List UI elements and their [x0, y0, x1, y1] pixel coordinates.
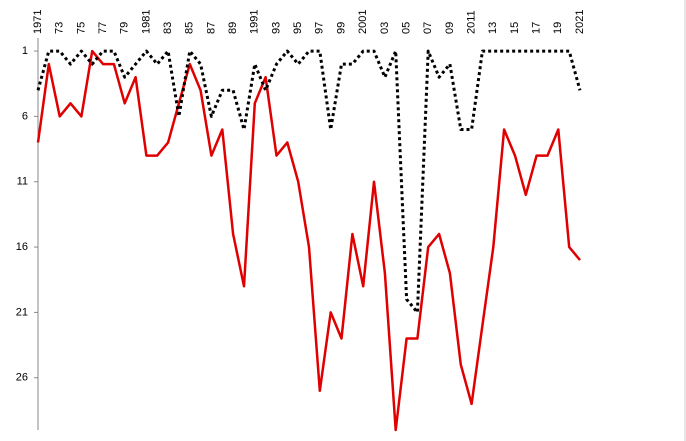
y-tick-label: 1	[22, 45, 28, 57]
x-tick-label: 2021	[574, 10, 586, 34]
x-tick-label: 19	[552, 22, 564, 34]
y-tick-label: 11	[17, 176, 28, 188]
x-tick-label: 89	[227, 22, 239, 34]
x-tick-label: 15	[509, 22, 521, 34]
series-line	[36, 49, 581, 432]
x-tick-label: 87	[205, 22, 217, 34]
x-tick-label: 05	[400, 22, 412, 34]
x-tick-label: 09	[444, 22, 456, 34]
y-tick-label: 16	[16, 241, 28, 253]
x-tick-label: 85	[184, 22, 196, 34]
y-tick-label: 21	[16, 306, 28, 318]
x-tick-label: 1971	[32, 10, 44, 34]
x-tick-label: 95	[292, 22, 304, 34]
x-tick-label: 93	[270, 22, 282, 34]
x-tick-label: 97	[314, 22, 326, 34]
x-tick-label: 73	[54, 22, 66, 34]
x-tick-label: 03	[379, 22, 391, 34]
x-tick-label: 83	[162, 22, 174, 34]
y-tick-label: 6	[22, 110, 28, 122]
x-tick-label: 07	[422, 22, 434, 34]
series-line	[36, 49, 582, 314]
x-tick-label: 17	[531, 22, 543, 34]
x-tick-label: 13	[487, 22, 499, 34]
y-tick-label: 26	[16, 372, 28, 384]
x-tick-label: 2001	[357, 10, 369, 34]
x-tick-label: 1981	[140, 10, 152, 34]
x-tick-label: 77	[97, 22, 109, 34]
x-tick-label: 99	[335, 22, 347, 34]
x-tick-label: 79	[119, 22, 131, 34]
x-tick-label: 75	[75, 22, 87, 34]
x-tick-label: 1991	[249, 10, 261, 34]
x-tick-label: 2011	[466, 10, 478, 34]
